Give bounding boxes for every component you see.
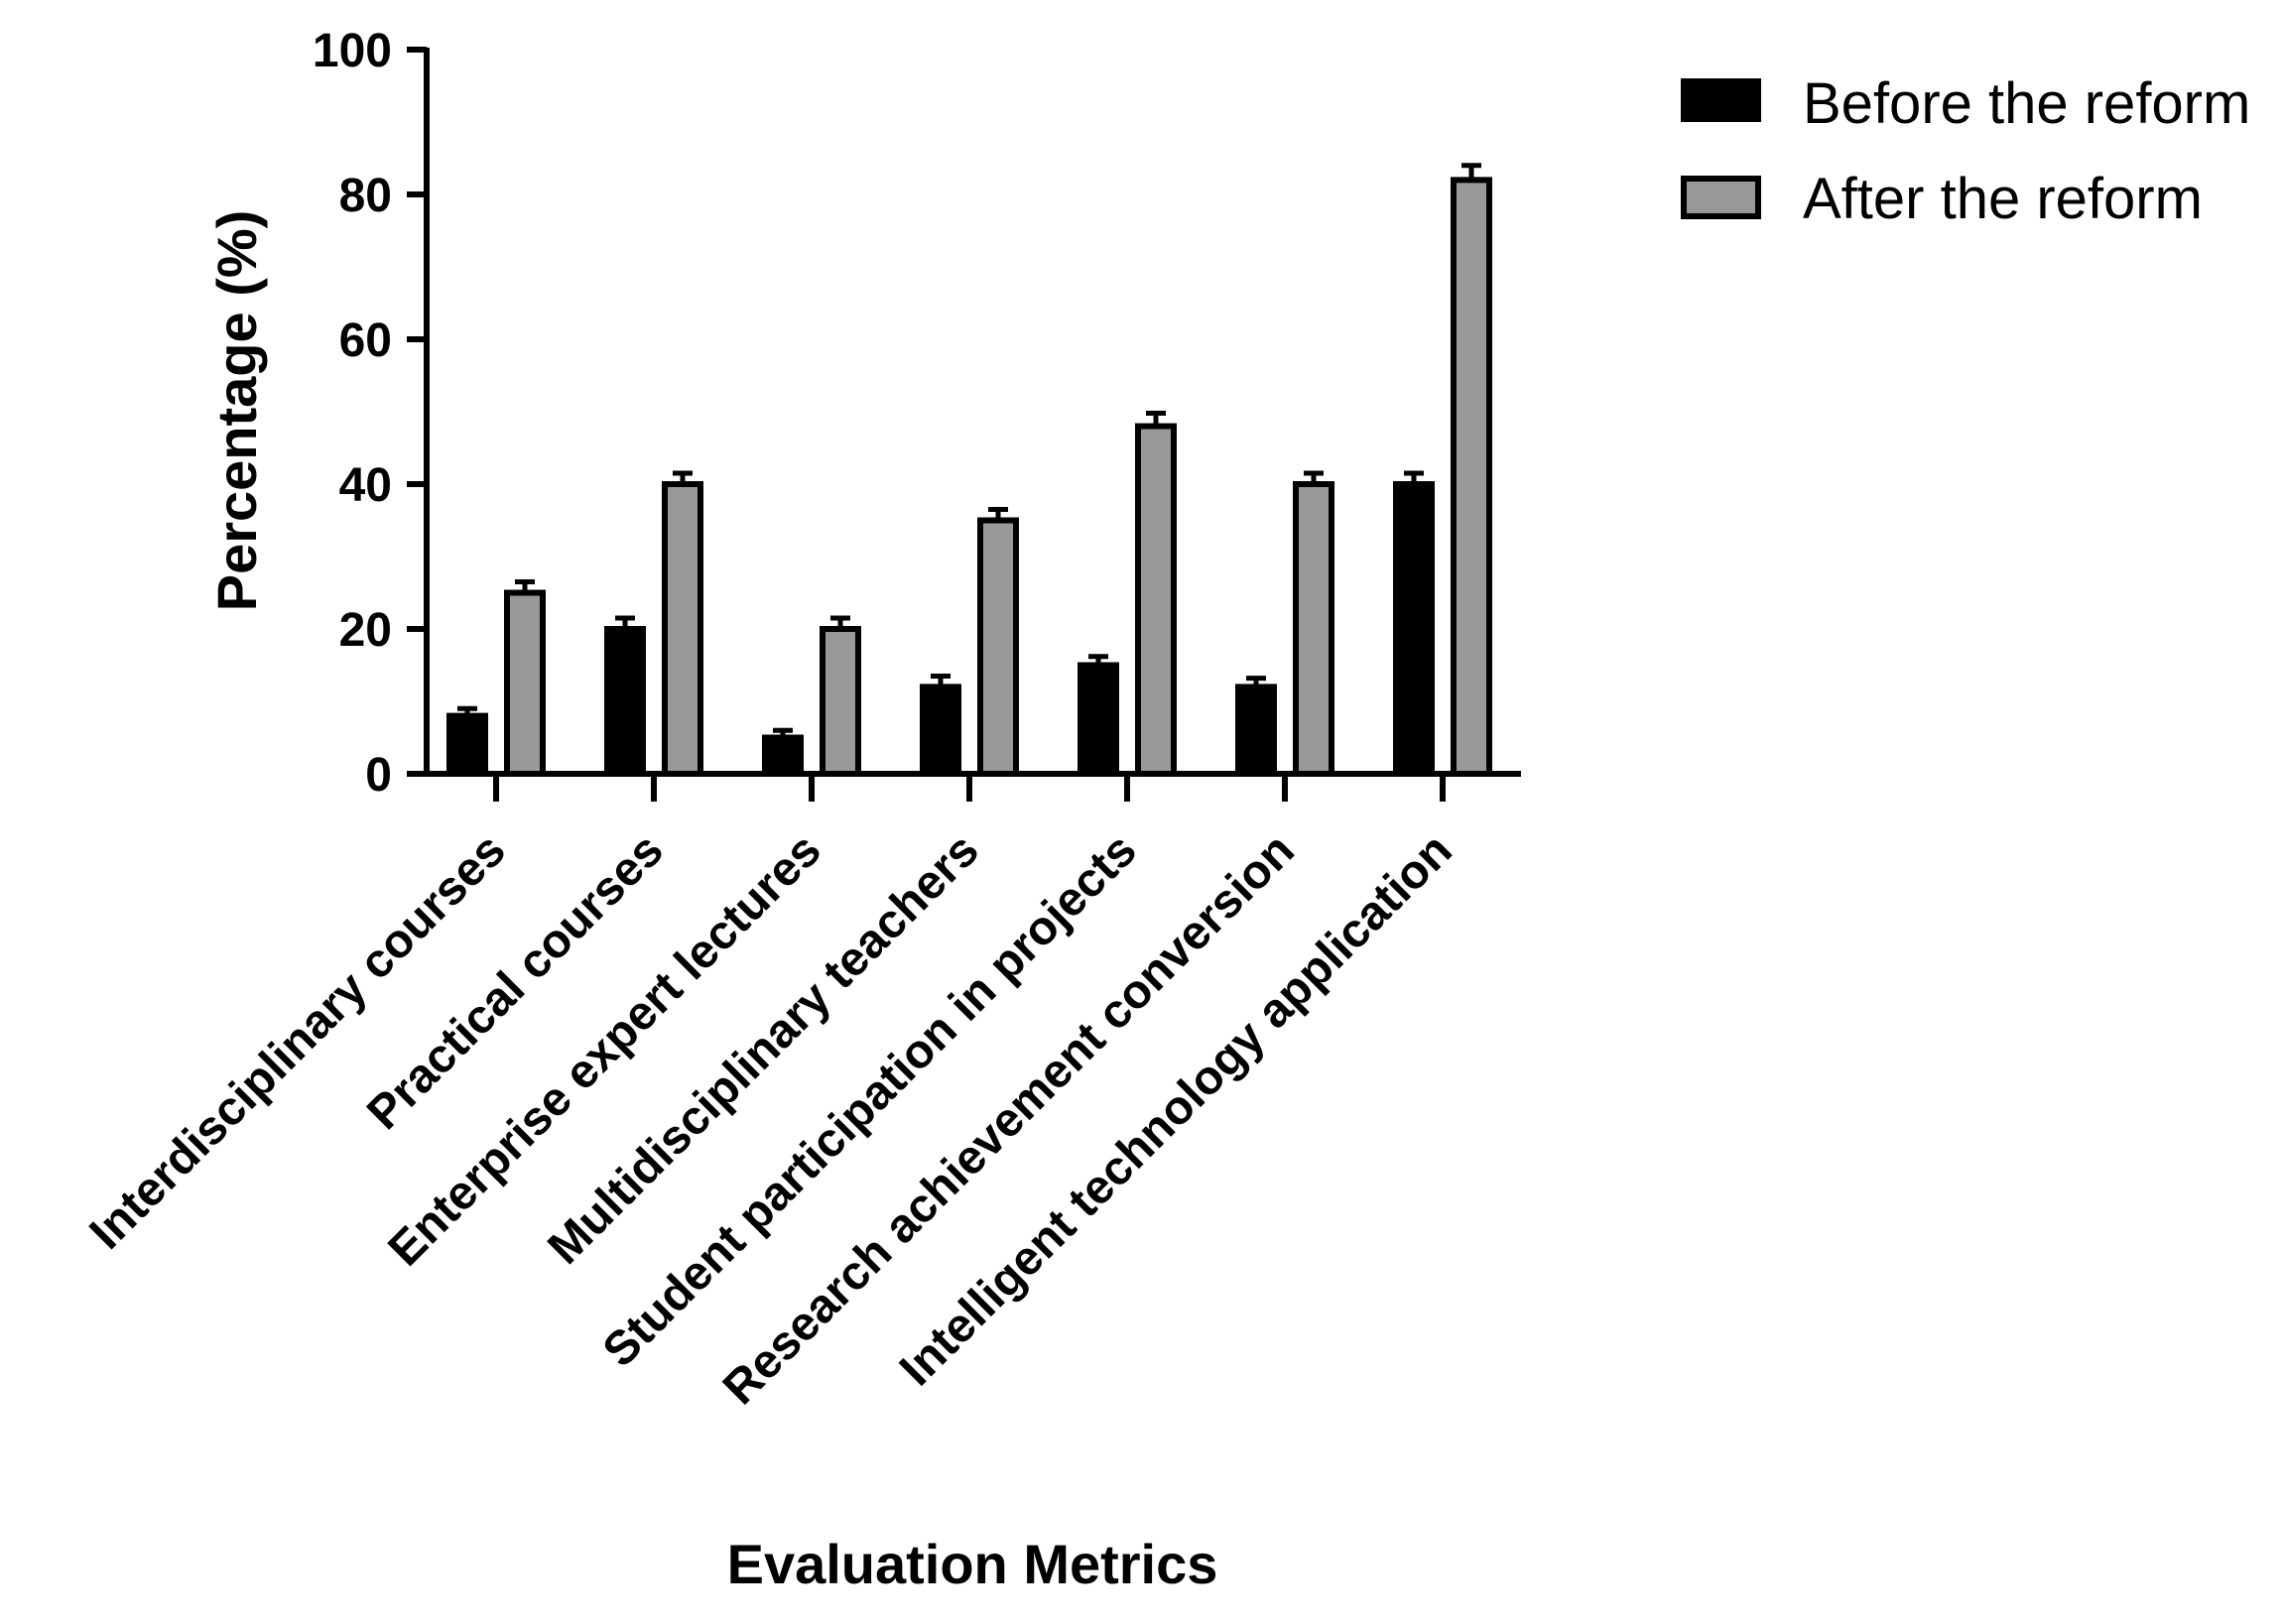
bar-before	[604, 626, 646, 777]
axes-group	[424, 48, 1521, 777]
y-tick-label: 20	[339, 604, 392, 657]
bar-after	[820, 626, 861, 777]
bar-before	[920, 684, 961, 778]
bar-after	[977, 517, 1019, 777]
bar-after	[662, 481, 703, 777]
x-category-label: Research achievement conversion	[713, 823, 1305, 1415]
y-tick-label: 80	[339, 170, 392, 222]
bar-after	[1135, 423, 1177, 777]
x-axis-title: Evaluation Metrics	[727, 1533, 1218, 1595]
bar-after	[504, 589, 546, 777]
bar-before	[1078, 662, 1119, 777]
y-axis-title: Percentage (%)	[205, 210, 268, 612]
bars-group	[446, 163, 1492, 778]
bar-before	[1235, 684, 1277, 778]
bar-before	[446, 712, 488, 777]
y-tick-label: 40	[339, 459, 392, 512]
y-tick-label: 60	[339, 314, 392, 367]
y-ticks-group: 0 20 40 60 80 100	[313, 25, 427, 802]
legend-swatch-before	[1681, 78, 1761, 122]
legend-label-after: After the reform	[1803, 167, 2203, 231]
legend: Before the reform After the reform	[1681, 71, 2250, 231]
bar-after	[1293, 481, 1334, 777]
legend-swatch-after	[1681, 176, 1761, 219]
y-tick-label: 100	[313, 25, 392, 77]
bar-before	[762, 734, 804, 777]
x-category-label: Intelligent technology application	[890, 823, 1462, 1396]
legend-label-before: Before the reform	[1803, 71, 2250, 136]
bar-after	[1451, 177, 1492, 777]
y-tick-label: 0	[365, 749, 392, 802]
x-category-label: Practical courses	[357, 823, 674, 1140]
bar-before	[1393, 481, 1435, 777]
